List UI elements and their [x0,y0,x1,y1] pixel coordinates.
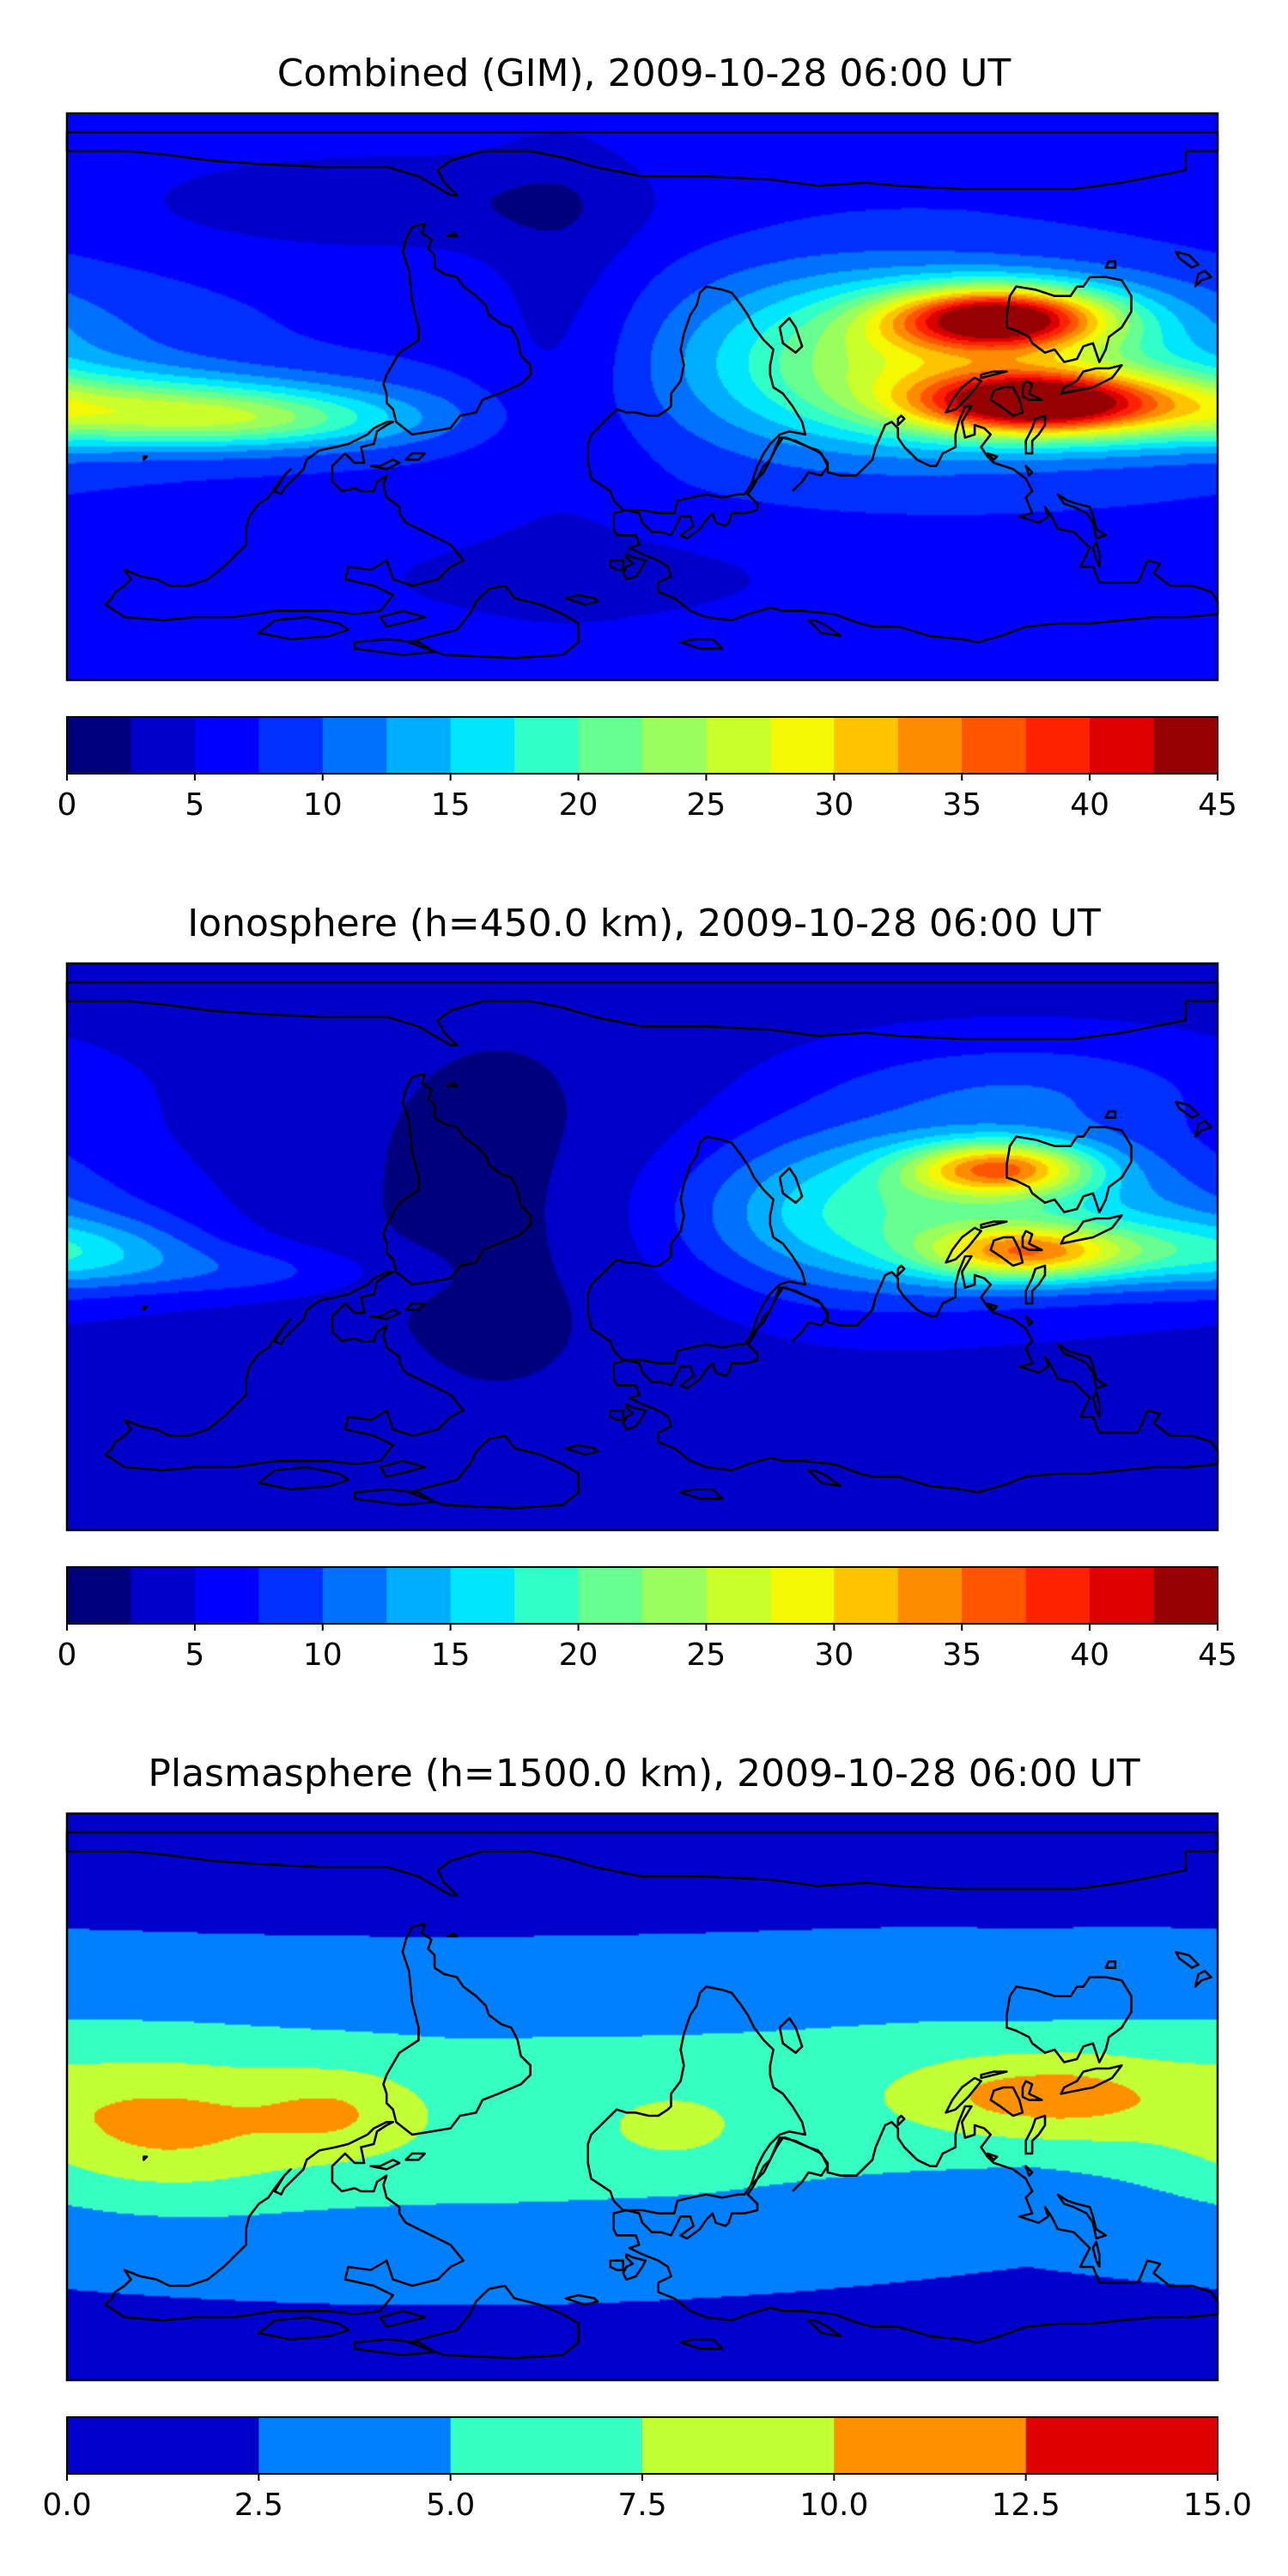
colorbar-tick-label: 12.5 [992,2488,1060,2523]
colorbar-segment [897,717,963,774]
colorbar-tick-label: 5.0 [426,2488,475,2523]
map [65,112,1219,682]
colorbar-segment [131,1567,196,1624]
colorbar-segment [834,2417,1027,2474]
colorbar-segment [1025,1567,1091,1624]
colorbar-segment [194,717,259,774]
map-frame [65,1812,1219,2382]
colorbar-segment [1025,2417,1218,2474]
colorbar-frame [66,1566,1218,1625]
colorbar-tick-label: 20 [559,1637,598,1673]
map [65,962,1219,1532]
colorbar-tick-label: 10 [303,787,343,823]
contour-field [67,113,1218,680]
colorbar-segment [194,1567,259,1624]
map [65,1812,1219,2382]
panel-title: Ionosphere (h=450.0 km), 2009-10-28 06:0… [187,902,1101,945]
colorbar-tick-label: 15 [431,787,471,823]
colorbar-segment [322,717,387,774]
colorbar-segment [386,1567,452,1624]
colorbar-segment [514,1567,580,1624]
colorbar-tick-label: 35 [942,787,981,823]
colorbar-tick-label: 0.0 [42,2488,91,2523]
panel-plasmasphere: Plasmasphere (h=1500.0 km), 2009-10-28 0… [42,1752,1252,2523]
colorbar-segment [769,717,835,774]
colorbar-segment [642,717,708,774]
colorbar-tick-label: 15 [431,1637,471,1673]
colorbar-tick-label: 10 [303,1637,343,1673]
map-frame [65,962,1219,1532]
colorbar-segment [450,2417,643,2474]
colorbar-segment [67,717,132,774]
colorbar-segment [706,1567,771,1624]
panel-title: Combined (GIM), 2009-10-28 06:00 UT [277,52,1012,95]
colorbar-segment [1090,1567,1155,1624]
colorbar-segment [67,1567,132,1624]
colorbar-segment [322,1567,387,1624]
colorbar-tick-label: 20 [559,787,598,823]
colorbar-segment [1153,717,1218,774]
colorbar-tick-label: 0 [58,787,77,823]
colorbar-segment [258,2417,452,2474]
colorbar-tick-label: 5 [185,1637,204,1673]
colorbar-tick-label: 7.5 [617,2488,666,2523]
colorbar-segment [769,1567,835,1624]
colorbar-segment [514,717,580,774]
colorbar-tick-label: 2.5 [234,2488,283,2523]
colorbar-tick-label: 25 [687,1637,726,1673]
map-frame [65,112,1219,682]
colorbar-tick-label: 40 [1070,1637,1109,1673]
colorbar-segment [450,717,515,774]
colorbar-segment [1025,717,1091,774]
colorbar-segment [450,1567,515,1624]
colorbar-tick-label: 10.0 [799,2488,868,2523]
colorbar-tick-label: 25 [687,787,726,823]
colorbar-tick-label: 15.0 [1183,2488,1252,2523]
colorbar-segment [578,1567,643,1624]
colorbar-segment [578,717,643,774]
colorbar-tick-label: 40 [1070,787,1109,823]
colorbar-segment [258,717,324,774]
colorbar-segment [834,1567,899,1624]
colorbar-tick-label: 30 [814,787,854,823]
colorbar-segment [67,2417,259,2474]
colorbar-tick-label: 35 [942,1637,981,1673]
colorbar-tick-label: 0 [58,1637,77,1673]
colorbar: 0 5 10 15 20 25 30 35 40 45 [58,1566,1237,1673]
colorbar-segment [386,717,452,774]
panel-combined: Combined (GIM), 2009-10-28 06:00 UT 0 5 10… [58,52,1237,823]
colorbar-tick-label: 45 [1198,787,1237,823]
colorbar-tick-label: 45 [1198,1637,1237,1673]
colorbar-segment [962,717,1027,774]
colorbar: 0 5 10 15 20 25 30 35 40 45 [58,716,1237,823]
colorbar-segment [834,717,899,774]
contour-field [67,963,1218,1530]
colorbar-segment [258,1567,324,1624]
panel-ionosphere: Ionosphere (h=450.0 km), 2009-10-28 06:0… [58,902,1237,1673]
colorbar-frame [66,716,1218,775]
colorbar-tick-label: 5 [185,787,204,823]
colorbar-segment [897,1567,963,1624]
colorbar: 0.0 2.5 5.0 7.5 10.0 12.5 15.0 [42,2416,1252,2523]
contour-field [67,1814,1218,2380]
colorbar-segment [1090,717,1155,774]
panel-title: Plasmasphere (h=1500.0 km), 2009-10-28 0… [148,1752,1139,1795]
colorbar-segment [1153,1567,1218,1624]
colorbar-segment [962,1567,1027,1624]
colorbar-tick-label: 30 [814,1637,854,1673]
colorbar-segment [642,2417,835,2474]
colorbar-segment [642,1567,708,1624]
colorbar-segment [131,717,196,774]
colorbar-segment [706,717,771,774]
